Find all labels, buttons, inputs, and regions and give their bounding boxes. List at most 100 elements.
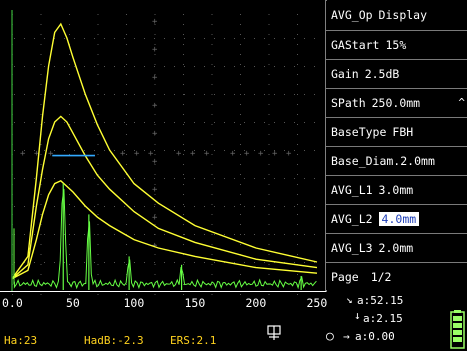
menu-item-avg-l3[interactable]: AVG_L3 2.0mm — [326, 233, 467, 261]
grid-dot — [144, 150, 145, 151]
grid-dot — [154, 124, 156, 125]
grid-dot — [84, 122, 85, 123]
grid-dot — [97, 274, 99, 275]
grid-cross: + — [152, 45, 158, 55]
grid-dot — [74, 94, 75, 95]
grid-dot — [268, 254, 270, 255]
grid-dot — [268, 24, 270, 25]
menu-item-value: 2.0mm — [400, 154, 435, 168]
grid-dot — [184, 122, 185, 123]
grid-dot — [126, 104, 127, 105]
grid-dot — [268, 234, 270, 235]
grid-dot — [54, 178, 55, 179]
grid-dot — [174, 178, 175, 179]
path-arrow-icon: ↘ — [346, 293, 353, 306]
horizontal-readout: a:0.00 — [355, 330, 395, 343]
grid-dot — [154, 104, 156, 105]
grid-dot — [214, 234, 215, 235]
grid-dot — [204, 94, 205, 95]
grid-dot — [284, 38, 285, 39]
grid-dot — [284, 150, 285, 151]
chevron-up-icon[interactable]: ^ — [458, 96, 465, 109]
grid-dot — [69, 214, 70, 215]
grid-dot — [126, 134, 127, 135]
grid-dot — [244, 262, 245, 263]
grid-cross: + — [152, 213, 158, 223]
grid-dot — [144, 66, 145, 67]
grid-dot — [224, 122, 225, 123]
menu-item-value-selected[interactable]: 4.0mm — [378, 212, 420, 226]
x-tick-label: 200 — [245, 296, 267, 310]
grid-dot — [297, 244, 298, 245]
menu-item-page[interactable]: Page 1/2 — [326, 262, 467, 290]
grid-dot — [297, 54, 298, 55]
grid-dot — [126, 194, 127, 195]
grid-dot — [134, 38, 135, 39]
grid-dot — [314, 234, 315, 235]
grid-dot — [97, 284, 99, 285]
grid-dot — [274, 150, 275, 151]
grid-dot — [268, 184, 270, 185]
grid-dot — [174, 66, 175, 67]
grid-dot — [240, 164, 241, 165]
grid-dot — [69, 54, 70, 55]
grid-dot — [274, 122, 275, 123]
grid-dot — [314, 178, 315, 179]
grid-dot — [204, 206, 205, 207]
grid-dot — [294, 150, 295, 151]
grid-dot — [97, 204, 99, 205]
grid-dot — [240, 104, 241, 105]
grid-dot — [183, 14, 184, 15]
grid-dot — [40, 224, 42, 225]
grid-dot — [114, 262, 115, 263]
grid-dot — [126, 84, 127, 85]
grid-dot — [126, 254, 127, 255]
menu-item-gastart[interactable]: GAStart 15% — [326, 30, 467, 58]
grid-dot — [69, 194, 70, 195]
grid-dot — [134, 178, 135, 179]
x-tick-label: 0.0 — [2, 296, 23, 310]
grid-dot — [297, 144, 298, 145]
grid-dot — [126, 54, 127, 55]
grid-dot — [154, 154, 156, 155]
grid-dot — [154, 122, 155, 123]
grid-dot — [74, 38, 75, 39]
freeze-icon[interactable] — [267, 325, 281, 341]
grid-dot — [297, 124, 298, 125]
grid-dot — [154, 114, 156, 115]
grid-dot — [154, 204, 156, 205]
menu-item-avg-op[interactable]: AVG_Op Display — [326, 1, 467, 29]
menu-item-value: Display — [378, 8, 428, 22]
grid-dot — [264, 66, 265, 67]
grid-dot — [164, 94, 165, 95]
grid-dot — [114, 150, 115, 151]
grid-dot — [40, 274, 42, 275]
grid-dot — [240, 224, 241, 225]
grid-dot — [84, 94, 85, 95]
grid-dot — [268, 64, 270, 65]
menu-item-spath[interactable]: SPath 250.0mm ^ — [326, 88, 467, 116]
grid-dot — [254, 38, 255, 39]
menu-item-gain[interactable]: Gain 2.5dB — [326, 59, 467, 87]
grid-dot — [214, 262, 215, 263]
grid-dot — [124, 262, 125, 263]
grid-dot — [34, 122, 35, 123]
grid-dot — [69, 274, 70, 275]
grid-dot — [97, 194, 99, 195]
grid-dot — [297, 104, 298, 105]
menu-item-avg-l2[interactable]: AVG_L2 4.0mm — [326, 204, 467, 232]
grid-dot — [294, 38, 295, 39]
grid-dot — [183, 244, 184, 245]
grid-dot — [34, 94, 35, 95]
grid-dot — [126, 174, 127, 175]
grid-dot — [104, 150, 105, 151]
grid-dot — [124, 94, 125, 95]
grid-dot — [14, 94, 15, 95]
grid-cross: + — [152, 101, 158, 111]
menu-item-basetype[interactable]: BaseType FBH — [326, 117, 467, 145]
menu-item-avg-l1[interactable]: AVG_L1 3.0mm — [326, 175, 467, 203]
grid-dot — [134, 94, 135, 95]
menu-item-base-diam[interactable]: Base_Diam.2.0mm — [326, 146, 467, 174]
menu-item-label: AVG_L2 — [331, 212, 373, 226]
grid-dot — [94, 206, 95, 207]
